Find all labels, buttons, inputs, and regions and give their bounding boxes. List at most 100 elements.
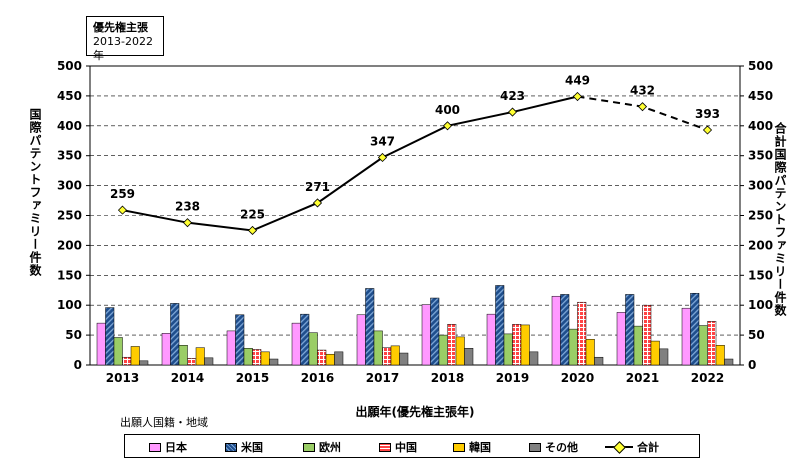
legend-item-korea: 韓国 (453, 439, 491, 455)
y-tick-label-right: 250 (748, 209, 773, 223)
x-tick-label: 2021 (626, 371, 659, 385)
bar-korea-2017 (391, 346, 400, 365)
x-tick-label: 2014 (171, 371, 204, 385)
bar-europe-2021 (634, 326, 643, 365)
legend-item-japan: 日本 (149, 439, 187, 455)
bar-korea-2016 (326, 354, 335, 365)
y-tick-label-right: 50 (748, 328, 765, 342)
y-tick-label-left: 500 (57, 59, 82, 73)
legend-swatch-usa (225, 443, 237, 452)
bar-other-2015 (270, 359, 279, 365)
total-point-2019 (509, 108, 517, 116)
y-tick-label-right: 200 (748, 238, 773, 252)
x-axis-label: 出願年(優先権主張年) (340, 403, 490, 420)
x-tick-label: 2015 (236, 371, 269, 385)
x-tick-label: 2013 (106, 371, 139, 385)
y-tick-label-right: 300 (748, 179, 773, 193)
y-tick-label-right: 100 (748, 298, 773, 312)
bar-china-2021 (643, 305, 652, 365)
bar-other-2016 (335, 352, 344, 365)
legend-label-korea: 韓国 (469, 439, 491, 455)
y-tick-label-left: 200 (57, 238, 82, 252)
legend-label-usa: 米国 (241, 439, 263, 455)
bar-usa-2016 (301, 314, 310, 365)
legend-label-china: 中国 (395, 439, 417, 455)
bar-china-2014 (188, 358, 197, 365)
y-tick-label-left: 250 (57, 209, 82, 223)
legend-swatch-japan (149, 443, 161, 452)
total-point-2020 (574, 92, 582, 100)
bar-other-2013 (140, 361, 149, 365)
legend-label-japan: 日本 (165, 439, 187, 455)
bar-china-2022 (708, 321, 717, 365)
bar-china-2019 (513, 324, 522, 365)
info-box-period: 2013-2022年 (93, 35, 159, 63)
y-tick-label-left: 400 (57, 119, 82, 133)
bar-japan-2022 (682, 308, 691, 365)
y-tick-label-right: 400 (748, 119, 773, 133)
total-data-label-2018: 400 (435, 103, 460, 117)
bar-europe-2018 (439, 335, 448, 365)
bar-korea-2019 (521, 325, 530, 365)
info-box-title: 優先権主張 (93, 21, 159, 35)
legend-item-total: 合計 (605, 439, 659, 455)
x-tick-label: 2018 (431, 371, 464, 385)
bar-korea-2020 (586, 339, 595, 365)
y-tick-label-right: 350 (748, 149, 773, 163)
legend: 日本 米国 欧州 中国 韓国 その他 合計 (124, 434, 700, 458)
y-tick-label-left: 150 (57, 268, 82, 282)
bar-japan-2018 (422, 305, 431, 365)
legend-label-total: 合計 (637, 439, 659, 455)
y-tick-label-right: 500 (748, 59, 773, 73)
bar-other-2017 (400, 353, 409, 365)
bar-korea-2022 (716, 345, 725, 365)
bar-other-2014 (205, 358, 214, 365)
total-data-label-2014: 238 (175, 200, 200, 214)
bar-other-2022 (725, 359, 734, 365)
bar-usa-2020 (561, 294, 570, 365)
bar-usa-2019 (496, 285, 505, 365)
bar-europe-2016 (309, 333, 318, 365)
total-line-dashed (578, 96, 708, 129)
bar-europe-2015 (244, 348, 253, 365)
bar-europe-2014 (179, 345, 188, 365)
bar-other-2021 (660, 349, 669, 365)
total-point-2018 (444, 122, 452, 130)
legend-swatch-other (529, 443, 541, 452)
total-point-2021 (639, 103, 647, 111)
legend-swatch-china (379, 443, 391, 452)
bar-other-2019 (530, 352, 539, 365)
bar-europe-2020 (569, 329, 578, 365)
bar-korea-2018 (456, 337, 465, 365)
legend-item-other: その他 (529, 439, 578, 455)
bar-china-2017 (383, 348, 392, 365)
total-point-2013 (119, 206, 127, 214)
legend-item-europe: 欧州 (303, 439, 341, 455)
legend-item-usa: 米国 (225, 439, 263, 455)
total-data-label-2017: 347 (370, 134, 395, 148)
bar-japan-2021 (617, 312, 626, 365)
bar-japan-2013 (97, 323, 106, 365)
bar-korea-2015 (261, 352, 270, 365)
legend-swatch-korea (453, 443, 465, 452)
bar-china-2016 (318, 350, 327, 365)
bar-korea-2013 (131, 346, 140, 365)
y-tick-label-left: 450 (57, 89, 82, 103)
bar-usa-2021 (626, 294, 635, 365)
x-tick-label: 2016 (301, 371, 334, 385)
bar-japan-2017 (357, 315, 366, 365)
bar-europe-2017 (374, 331, 383, 365)
total-data-label-2020: 449 (565, 73, 590, 87)
bar-usa-2018 (431, 298, 440, 365)
total-point-2022 (704, 126, 712, 134)
info-box: 優先権主張 2013-2022年 (86, 16, 164, 56)
y-tick-label-right: 0 (748, 358, 756, 372)
y-axis-label-left: 国際パテントファミリー件数 (27, 108, 42, 277)
bar-europe-2013 (114, 337, 123, 365)
total-point-2014 (184, 219, 192, 227)
y-tick-label-left: 100 (57, 298, 82, 312)
total-data-label-2013: 259 (110, 187, 135, 201)
bar-japan-2014 (162, 333, 171, 365)
total-data-label-2021: 432 (630, 84, 655, 98)
bar-usa-2015 (236, 315, 245, 365)
